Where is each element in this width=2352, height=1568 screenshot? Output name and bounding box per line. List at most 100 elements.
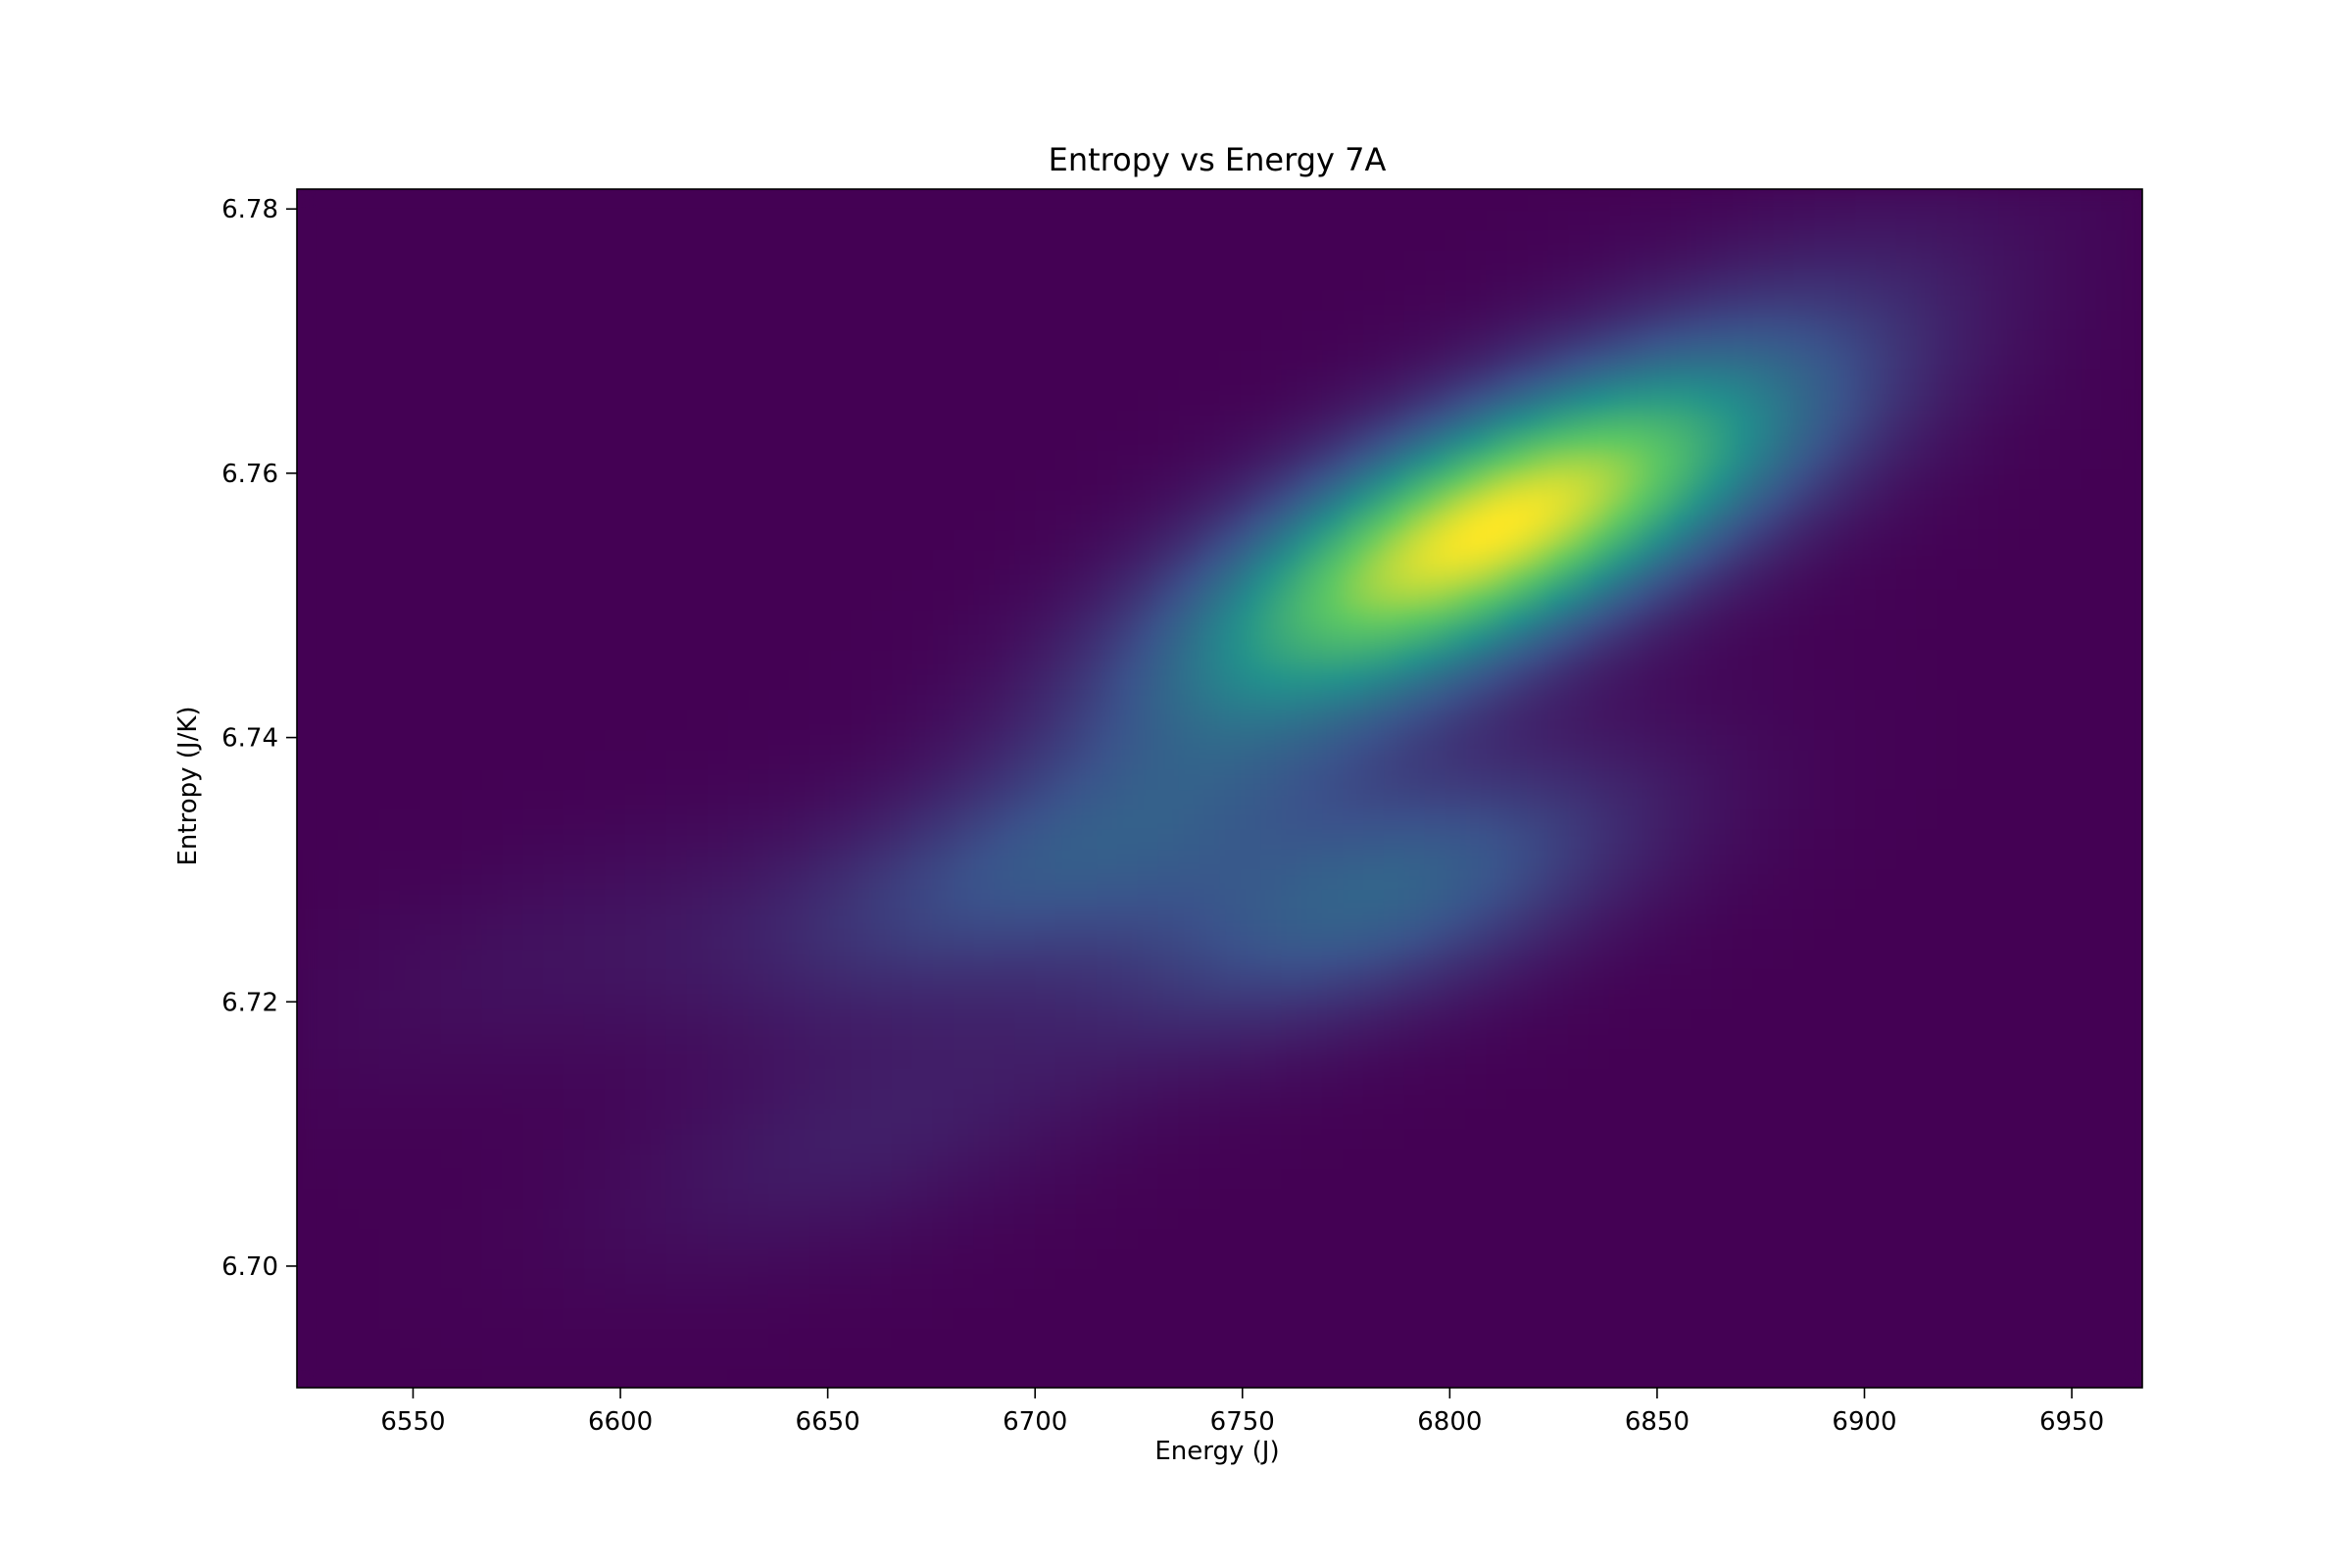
heatmap-cell — [2081, 849, 2102, 870]
heatmap-cell — [338, 1348, 360, 1369]
heatmap-cell — [1466, 968, 1488, 990]
heatmap-cell — [1589, 1008, 1610, 1030]
heatmap-cell — [1138, 668, 1159, 690]
heatmap-cell — [420, 270, 442, 291]
heatmap-cell — [543, 1248, 564, 1269]
heatmap-cell — [2122, 1088, 2143, 1109]
heatmap-cell — [605, 389, 626, 411]
heatmap-cell — [1773, 689, 1794, 710]
heatmap-cell — [1568, 409, 1590, 430]
heatmap-cell — [1486, 928, 1507, 950]
heatmap-cell — [1958, 1028, 1980, 1050]
heatmap-cell — [1014, 1108, 1036, 1130]
heatmap-cell — [1835, 1268, 1856, 1290]
heatmap-cell — [646, 409, 667, 430]
heatmap-cell — [687, 1268, 709, 1290]
heatmap-cell — [522, 609, 544, 630]
heatmap-cell — [1568, 789, 1590, 810]
heatmap-cell — [1937, 1348, 1959, 1369]
heatmap-cell — [687, 1208, 709, 1230]
heatmap-cell — [1117, 988, 1139, 1009]
heatmap-cell — [1158, 429, 1180, 451]
heatmap-cell — [1589, 409, 1610, 430]
heatmap-cell — [1200, 529, 1221, 551]
heatmap-cell — [318, 908, 339, 930]
heatmap-cell — [1055, 529, 1077, 551]
heatmap-cell — [1384, 768, 1405, 790]
heatmap-cell — [1712, 329, 1734, 351]
heatmap-cell — [1404, 988, 1426, 1009]
heatmap-cell — [1650, 1048, 1672, 1069]
heatmap-cell — [1200, 1348, 1221, 1369]
heatmap-cell — [1179, 1148, 1200, 1169]
heatmap-cell — [1260, 409, 1282, 430]
heatmap-cell — [2060, 1288, 2082, 1309]
heatmap-cell — [461, 1248, 482, 1269]
heatmap-cell — [1486, 609, 1507, 630]
heatmap-cell — [1773, 649, 1794, 670]
heatmap-cell — [1733, 828, 1754, 850]
heatmap-cell — [1404, 389, 1426, 411]
heatmap-cell — [1117, 749, 1139, 770]
heatmap-cell — [1220, 888, 1242, 909]
heatmap-cell — [1425, 1208, 1446, 1230]
heatmap-cell — [1547, 1248, 1569, 1269]
heatmap-cell — [1220, 609, 1242, 630]
heatmap-cell — [420, 1108, 442, 1130]
heatmap-cell — [1301, 549, 1323, 570]
heatmap-cell — [522, 1228, 544, 1250]
heatmap-cell — [1793, 1208, 1815, 1230]
heatmap-cell — [1466, 628, 1488, 650]
heatmap-cell — [2019, 389, 2040, 411]
heatmap-cell — [830, 1128, 852, 1150]
heatmap-cell — [1179, 928, 1200, 950]
heatmap-cell — [1773, 1048, 1794, 1069]
heatmap-cell — [1322, 968, 1344, 990]
heatmap-cell — [1425, 789, 1446, 810]
heatmap-cell — [1712, 1307, 1734, 1329]
heatmap-cell — [1896, 888, 1918, 909]
heatmap-cell — [440, 1288, 462, 1309]
heatmap-cell — [789, 1348, 810, 1369]
heatmap-cell — [646, 1228, 667, 1250]
heatmap-cell — [1876, 609, 1897, 630]
heatmap-cell — [1014, 1268, 1036, 1290]
heatmap-cell — [1896, 349, 1918, 370]
heatmap-cell — [1671, 828, 1692, 850]
heatmap-cell — [318, 968, 339, 990]
heatmap-cell — [1609, 908, 1631, 930]
heatmap-cell — [1733, 908, 1754, 930]
heatmap-cell — [481, 789, 503, 810]
heatmap-cell — [1752, 709, 1774, 730]
heatmap-cell — [994, 888, 1015, 909]
heatmap-cell — [1773, 468, 1794, 490]
heatmap-cell — [1650, 449, 1672, 470]
heatmap-cell — [2101, 1128, 2123, 1150]
heatmap-cell — [933, 1088, 955, 1109]
heatmap-cell — [1814, 828, 1836, 850]
heatmap-cell — [871, 628, 893, 650]
heatmap-cell — [1630, 1368, 1651, 1390]
heatmap-cell — [707, 1008, 728, 1030]
heatmap-cell — [707, 1228, 728, 1250]
heatmap-cell — [830, 1307, 852, 1329]
heatmap-cell — [1466, 1368, 1488, 1390]
heatmap-cell — [1281, 368, 1302, 390]
heatmap-cell — [2122, 868, 2143, 890]
heatmap-cell — [1712, 609, 1734, 630]
heatmap-cell — [1260, 1248, 1282, 1269]
heatmap-cell — [789, 468, 810, 490]
heatmap-cell — [1979, 649, 2000, 670]
heatmap-cell — [1384, 489, 1405, 511]
heatmap-cell — [318, 768, 339, 790]
heatmap-cell — [2122, 1368, 2143, 1390]
heatmap-cell — [2122, 988, 2143, 1009]
heatmap-cell — [687, 1108, 709, 1130]
heatmap-cell — [1691, 808, 1713, 830]
heatmap-cell — [1260, 489, 1282, 511]
heatmap-cell — [1322, 589, 1344, 611]
heatmap-cell — [318, 1068, 339, 1090]
heatmap-cell — [1404, 509, 1426, 530]
heatmap-cell — [1014, 368, 1036, 390]
heatmap-cell — [871, 768, 893, 790]
